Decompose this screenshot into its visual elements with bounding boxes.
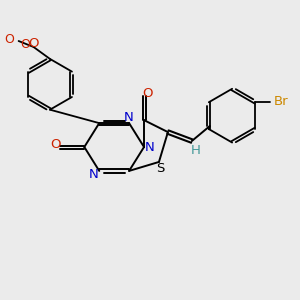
- Text: N: N: [124, 111, 134, 124]
- Text: S: S: [156, 162, 165, 175]
- Text: Br: Br: [274, 95, 288, 108]
- Text: H: H: [190, 143, 200, 157]
- Text: O: O: [28, 37, 39, 50]
- Text: O: O: [142, 87, 153, 100]
- Text: O: O: [20, 38, 30, 51]
- Text: N: N: [145, 140, 154, 154]
- Text: O: O: [5, 33, 15, 46]
- Text: N: N: [89, 168, 99, 181]
- Text: O: O: [50, 138, 60, 151]
